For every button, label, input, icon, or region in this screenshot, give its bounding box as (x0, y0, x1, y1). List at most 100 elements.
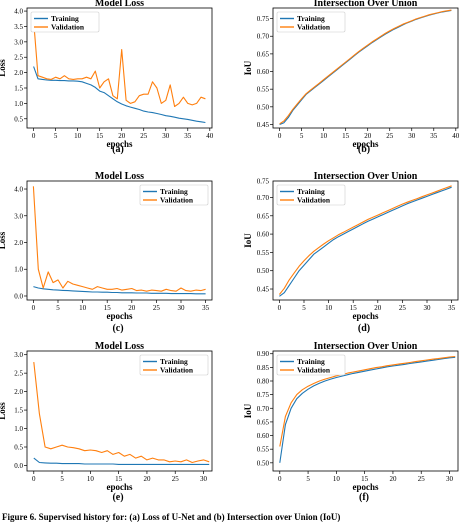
y-tick-label: 0.55 (257, 86, 270, 94)
panel-label: (d) (358, 323, 370, 334)
y-tick-label: 0.65 (257, 212, 270, 220)
panel-label: (e) (112, 492, 123, 503)
series-line-training (279, 356, 456, 463)
series-line-training (33, 457, 210, 465)
legend-entry: Training (297, 357, 325, 366)
x-tick-label: 30 (178, 304, 186, 312)
x-tick-label: 35 (448, 304, 456, 312)
x-tick-label: 30 (446, 475, 454, 483)
chart-title: Intersection Over Union (314, 341, 418, 352)
y-axis-label: Loss (0, 59, 7, 77)
legend-entry: Training (297, 187, 325, 196)
x-tick-label: 10 (74, 132, 82, 140)
y-tick-label: 4.0 (14, 186, 23, 194)
y-axis-label: IoU (243, 403, 253, 418)
series-line-training (279, 186, 452, 297)
chart-panel-f: Intersection Over Union 0.50 0.55 0.60 0.65 0… (243, 341, 459, 503)
x-tick-label: 25 (153, 304, 161, 312)
x-tick-label: 15 (350, 304, 358, 312)
y-tick-label: 0.0 (14, 292, 23, 300)
y-axis-label: Loss (0, 231, 7, 249)
x-axis-label: epochs (106, 311, 133, 321)
x-tick-label: 35 (430, 132, 438, 140)
x-tick-label: 5 (300, 132, 304, 140)
x-tick-label: 30 (424, 304, 432, 312)
y-tick-label: 0.65 (257, 418, 270, 426)
y-tick-label: 3.0 (14, 38, 23, 46)
x-tick-label: 25 (140, 132, 148, 140)
y-tick-label: 0.0 (14, 462, 23, 470)
y-tick-label: 3.0 (14, 212, 23, 220)
x-tick-label: 0 (32, 132, 36, 140)
x-tick-label: 20 (143, 475, 151, 483)
y-tick-label: 1.0 (14, 266, 23, 274)
y-tick-label: 0.85 (257, 364, 270, 372)
x-tick-label: 10 (333, 475, 341, 483)
x-tick-label: 0 (32, 475, 36, 483)
plot-area-frame (272, 7, 459, 129)
x-tick-label: 30 (200, 475, 208, 483)
series-line-validation (278, 185, 452, 295)
y-tick-label: 0.60 (257, 231, 270, 239)
y-tick-label: 2.0 (14, 69, 23, 77)
panel-label: (f) (359, 492, 369, 503)
y-tick-label: 0.45 (257, 121, 270, 129)
series-line-training (33, 286, 206, 295)
y-tick-label: 3.5 (14, 23, 23, 31)
y-tick-label: 0.75 (257, 391, 270, 399)
panel-label: (b) (358, 144, 370, 155)
y-tick-label: 0.60 (257, 432, 270, 440)
chart-title: Model Loss (95, 0, 144, 9)
y-tick-label: 0.75 (257, 15, 270, 23)
chart-panel-c: Model Loss 0.0 1.0 2.0 3.0 4.0 0 5 10 15 20 25 30 35 e… (0, 171, 213, 334)
y-tick-label: 2.5 (14, 54, 23, 62)
x-tick-label: 20 (364, 132, 372, 140)
y-tick-label: 1.5 (14, 407, 23, 415)
y-tick-label: 0.65 (257, 50, 270, 58)
x-tick-label: 5 (54, 132, 58, 140)
y-tick-label: 0.75 (257, 178, 270, 186)
x-tick-label: 15 (342, 132, 350, 140)
x-axis-label: epochs (352, 311, 379, 321)
y-tick-label: 1.0 (14, 425, 23, 433)
chart-title: Model Loss (95, 341, 144, 352)
x-tick-label: 25 (386, 132, 394, 140)
legend-entry: Training (160, 187, 188, 196)
x-tick-label: 15 (361, 475, 369, 483)
x-tick-label: 35 (184, 132, 192, 140)
legend-entry: Training (297, 14, 325, 23)
y-tick-label: 2.0 (14, 239, 23, 247)
x-axis-label: epochs (352, 139, 379, 149)
y-tick-label: 0.5 (14, 444, 23, 452)
plot-area-frame (26, 7, 213, 129)
y-tick-label: 0.80 (257, 378, 270, 386)
x-tick-label: 0 (32, 304, 36, 312)
y-tick-label: 0.50 (257, 103, 270, 111)
x-axis-label: epochs (352, 482, 379, 492)
chart-panel-d: Intersection Over Union 0.45 0.50 0.55 0.60 0… (243, 171, 459, 334)
chart-panel-a: Model Loss 0.5 1.0 1.5 2.0 2.5 3.0 3.5 4.0 0 5 10 15… (0, 0, 214, 155)
y-tick-label: 3.0 (14, 351, 23, 359)
x-axis-label: epochs (106, 139, 133, 149)
x-tick-label: 0 (278, 304, 282, 312)
x-tick-label: 40 (206, 132, 214, 140)
x-tick-label: 10 (325, 304, 333, 312)
chart-title: Intersection Over Union (314, 171, 418, 182)
x-tick-label: 20 (374, 304, 382, 312)
legend-entry: Training (51, 14, 79, 23)
x-tick-label: 20 (118, 132, 126, 140)
y-tick-label: 0.60 (257, 68, 270, 76)
x-tick-label: 25 (399, 304, 407, 312)
y-tick-label: 0.70 (257, 194, 270, 202)
x-tick-label: 35 (202, 304, 210, 312)
legend-entry: Validation (51, 23, 85, 32)
x-tick-label: 0 (278, 132, 282, 140)
x-tick-label: 10 (87, 475, 95, 483)
chart-panel-b: Intersection Over Union 0.45 0.50 0.55 0.60 0… (243, 0, 460, 155)
x-tick-label: 15 (96, 132, 104, 140)
x-tick-label: 0 (278, 475, 282, 483)
x-tick-label: 10 (79, 304, 87, 312)
x-tick-label: 25 (418, 475, 426, 483)
